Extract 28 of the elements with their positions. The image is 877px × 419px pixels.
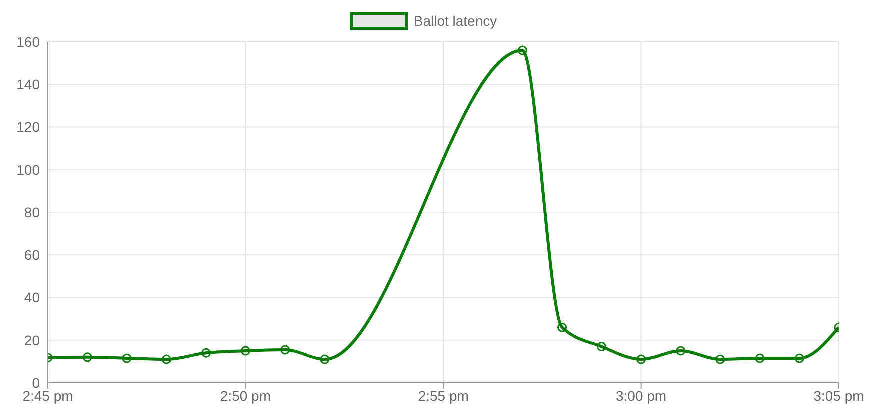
x-tick-label: 2:55 pm — [418, 388, 469, 404]
y-tick-label: 160 — [16, 34, 40, 50]
x-tick-label: 3:00 pm — [616, 388, 667, 404]
y-tick-label: 140 — [16, 76, 40, 93]
y-tick-label: 20 — [24, 332, 40, 348]
point — [320, 354, 330, 364]
point — [240, 346, 250, 356]
point — [162, 354, 172, 364]
y-tick-label: 40 — [24, 290, 40, 306]
point — [794, 354, 804, 364]
x-tick-label: 3:05 pm — [814, 388, 864, 404]
point — [82, 352, 92, 362]
point — [676, 346, 686, 356]
point — [518, 46, 528, 56]
point — [202, 348, 212, 358]
y-tick-label: 100 — [16, 162, 40, 178]
point — [636, 354, 646, 364]
point — [280, 345, 290, 355]
point — [558, 322, 568, 332]
point — [596, 342, 606, 352]
legend-label: Ballot latency — [414, 13, 498, 29]
y-tick-label: 80 — [24, 204, 40, 220]
point — [716, 354, 726, 364]
point — [122, 354, 132, 364]
point — [755, 354, 765, 364]
y-tick-label: 120 — [16, 119, 40, 136]
y-tick-label: 60 — [24, 247, 40, 264]
x-tick-label: 2:50 pm — [220, 388, 271, 404]
